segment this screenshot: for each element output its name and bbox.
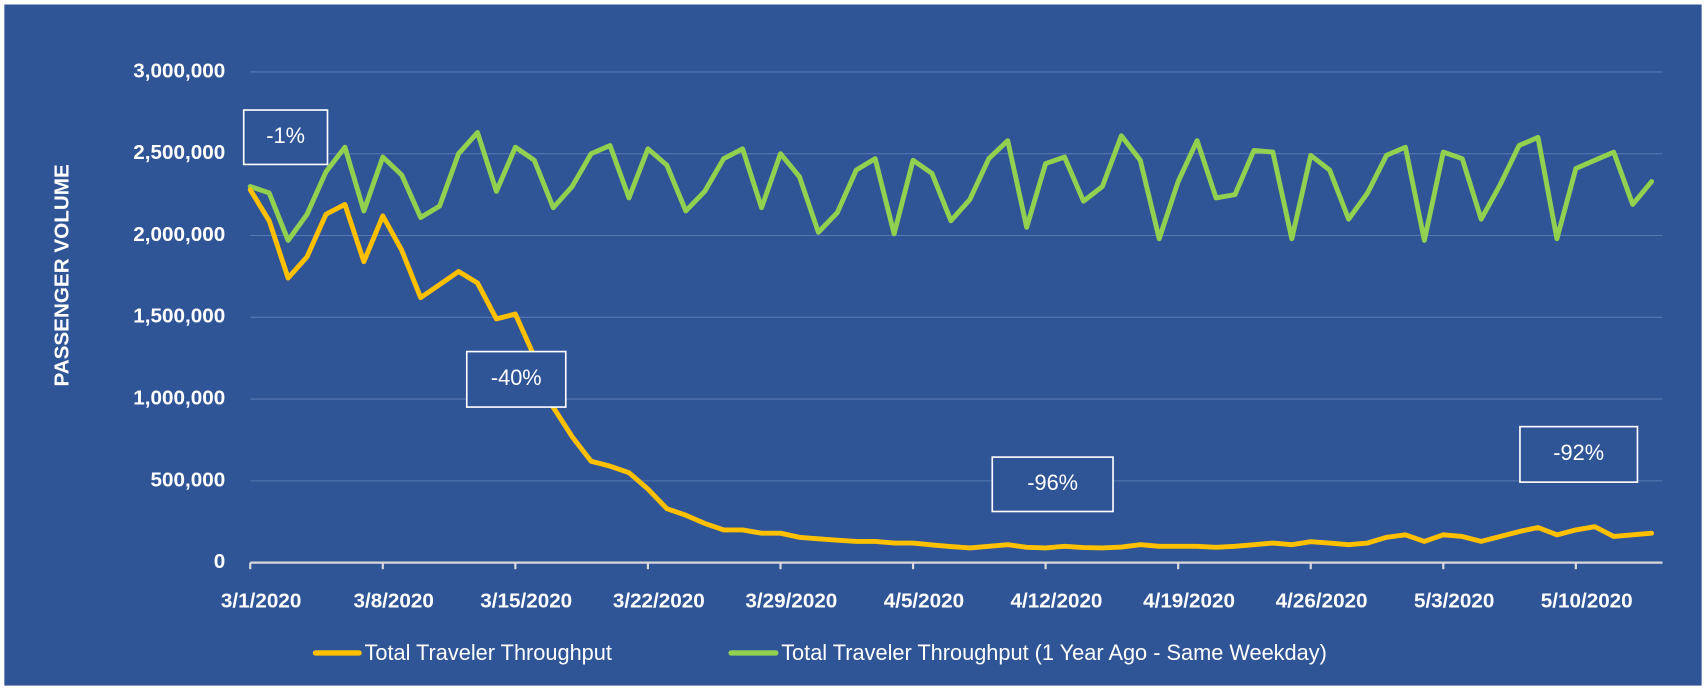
x-tick-label: 3/22/2020 — [613, 589, 705, 612]
y-tick-label: 2,000,000 — [133, 223, 225, 246]
data-line — [247, 130, 1655, 243]
annotation-box — [242, 109, 329, 166]
y-tick-label: 500,000 — [151, 468, 226, 491]
x-tick-label: 3/15/2020 — [480, 589, 572, 612]
x-tick-label: 5/10/2020 — [1541, 589, 1633, 612]
annotation: -96% — [1027, 470, 1078, 495]
x-tick-label: 4/5/2020 — [884, 589, 964, 612]
legend-label: Total Traveler Throughput — [364, 640, 611, 665]
legend-label: Total Traveler Throughput (1 Year Ago - … — [781, 640, 1327, 665]
y-tick-label: 2,500,000 — [133, 141, 225, 164]
annotation: -92% — [1553, 440, 1604, 465]
y-tick-label: 1,500,000 — [133, 305, 225, 328]
x-tick-label: 4/19/2020 — [1143, 589, 1235, 612]
x-tick-label: 3/29/2020 — [745, 589, 837, 612]
x-tick-label: 4/12/2020 — [1011, 589, 1103, 612]
y-tick-label: 3,000,000 — [133, 59, 225, 82]
annotation-box — [465, 350, 567, 408]
annotation: -1% — [266, 123, 305, 148]
x-tick-label: 5/3/2020 — [1414, 589, 1494, 612]
annotation-box — [1519, 425, 1639, 483]
x-tick-label: 3/1/2020 — [221, 589, 301, 612]
y-axis-label: PASSENGER VOLUME — [51, 164, 74, 386]
annotation: -40% — [491, 365, 542, 390]
y-tick-label: 0 — [214, 550, 225, 573]
chart-background — [4, 4, 1702, 686]
data-line — [247, 187, 1655, 551]
annotation-box — [991, 456, 1114, 513]
x-tick-label: 3/8/2020 — [353, 589, 433, 612]
y-tick-label: 1,000,000 — [133, 387, 225, 410]
x-tick-label: 4/26/2020 — [1276, 589, 1368, 612]
